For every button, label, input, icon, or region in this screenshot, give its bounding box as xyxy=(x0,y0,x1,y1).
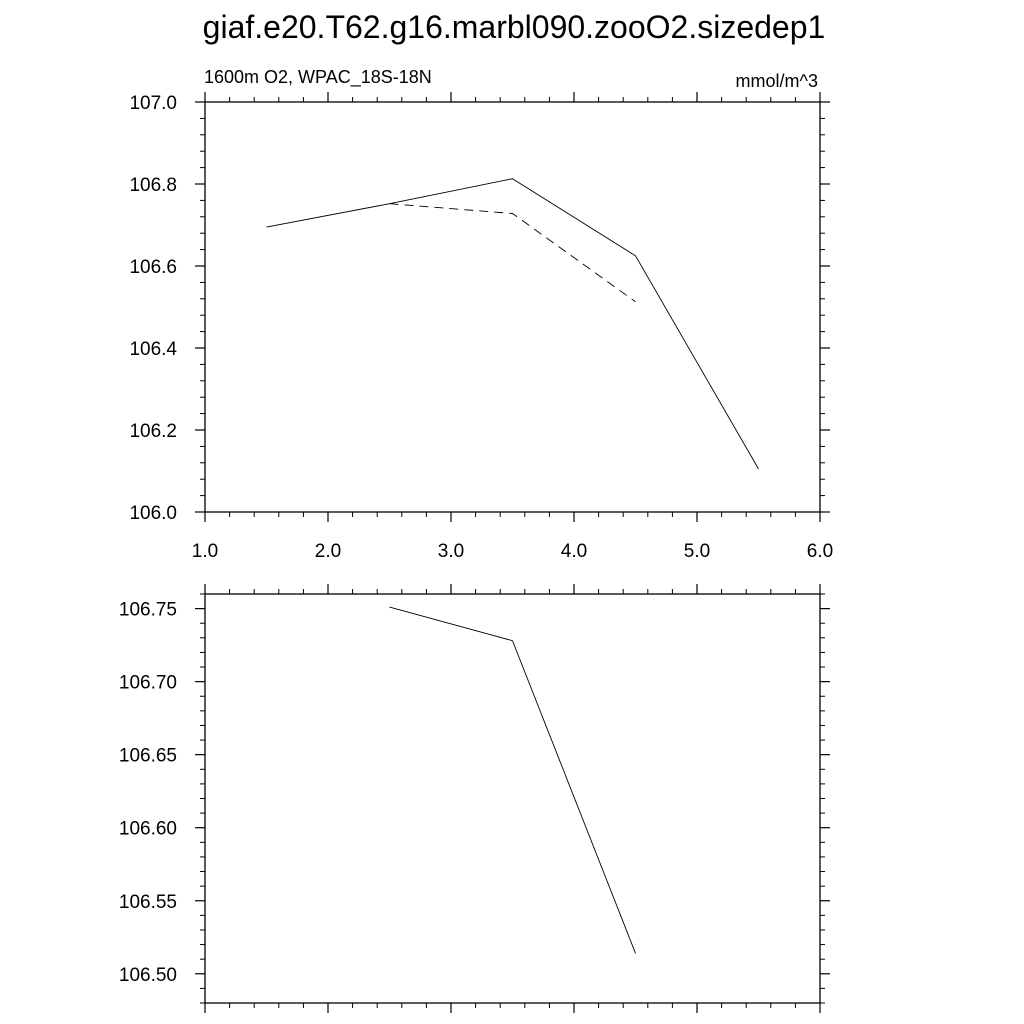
series-line-solid xyxy=(266,178,759,470)
x-tick-label: 3.0 xyxy=(438,541,464,562)
x-tick-label: 1.0 xyxy=(192,541,218,562)
y-tick-label: 106.65 xyxy=(119,746,177,767)
top-panel: 1.0 2.0 3.0 4.0 5.0 6.0 106.0 106.2 106.4 106.6 10… xyxy=(129,92,833,562)
y-tick-label: 106.50 xyxy=(119,965,177,986)
figure-title: giaf.e20.T62.g16.marbl090.zooO2.sizedep1 xyxy=(203,9,826,45)
bottom-panel: 106.50 106.55 106.60 106.65 106.70 106.75 xyxy=(119,584,830,1013)
bottom-panel-frame xyxy=(204,593,821,1004)
y-tick-label: 106.8 xyxy=(129,175,177,196)
panels: 1.0 2.0 3.0 4.0 5.0 6.0 106.0 106.2 106.4 106.6 10… xyxy=(119,92,833,1013)
x-tick-label: 4.0 xyxy=(561,541,587,562)
series-line-solid xyxy=(389,606,636,954)
y-tick-label: 106.75 xyxy=(119,600,177,621)
top-panel-frame xyxy=(204,101,821,513)
y-tick-label: 107.0 xyxy=(129,93,177,114)
x-tick-label: 6.0 xyxy=(807,541,833,562)
units-label: mmol/m^3 xyxy=(736,71,818,91)
y-tick-label: 106.70 xyxy=(119,673,177,694)
x-tick-label: 2.0 xyxy=(315,541,341,562)
y-tick-label: 106.55 xyxy=(119,892,177,913)
y-tick-label: 106.2 xyxy=(129,421,177,442)
y-tick-label: 106.0 xyxy=(129,503,177,524)
x-tick-label: 5.0 xyxy=(684,541,710,562)
y-tick-label: 106.4 xyxy=(129,339,177,360)
series-line-dashed xyxy=(389,203,636,303)
left-string-label: 1600m O2, WPAC_18S-18N xyxy=(204,67,432,88)
y-tick-label: 106.6 xyxy=(129,257,177,278)
y-tick-label: 106.60 xyxy=(119,819,177,840)
